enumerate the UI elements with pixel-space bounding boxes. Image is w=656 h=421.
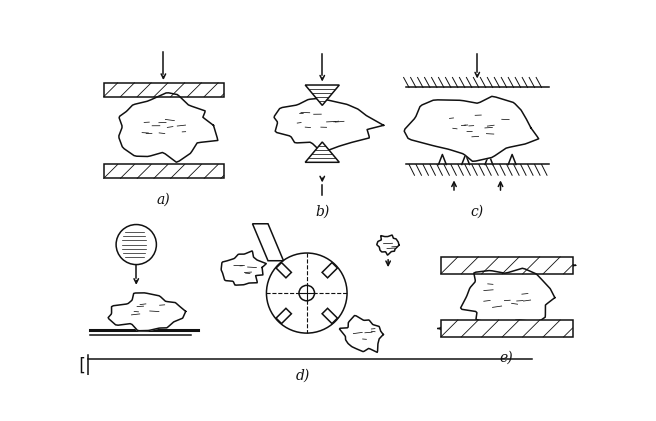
Polygon shape <box>119 93 218 162</box>
Polygon shape <box>377 235 399 255</box>
Polygon shape <box>274 99 384 152</box>
Circle shape <box>299 285 314 301</box>
Text: d): d) <box>296 368 310 383</box>
Text: c): c) <box>471 205 484 218</box>
Polygon shape <box>305 85 339 105</box>
Bar <box>104 165 224 179</box>
Text: [: [ <box>76 357 86 375</box>
FancyBboxPatch shape <box>322 263 337 278</box>
Polygon shape <box>108 293 186 331</box>
FancyBboxPatch shape <box>276 263 291 278</box>
Polygon shape <box>404 96 539 161</box>
Text: b): b) <box>315 205 329 218</box>
Polygon shape <box>253 224 283 261</box>
Circle shape <box>266 253 347 333</box>
Polygon shape <box>340 315 383 352</box>
Polygon shape <box>461 268 555 330</box>
Polygon shape <box>221 251 266 285</box>
Bar <box>104 83 224 97</box>
Bar <box>441 320 573 337</box>
Polygon shape <box>305 142 339 163</box>
Circle shape <box>116 224 156 264</box>
Bar <box>441 257 573 274</box>
Text: a): a) <box>157 193 170 207</box>
FancyBboxPatch shape <box>322 308 337 324</box>
FancyBboxPatch shape <box>276 308 291 324</box>
Text: e): e) <box>500 351 514 365</box>
